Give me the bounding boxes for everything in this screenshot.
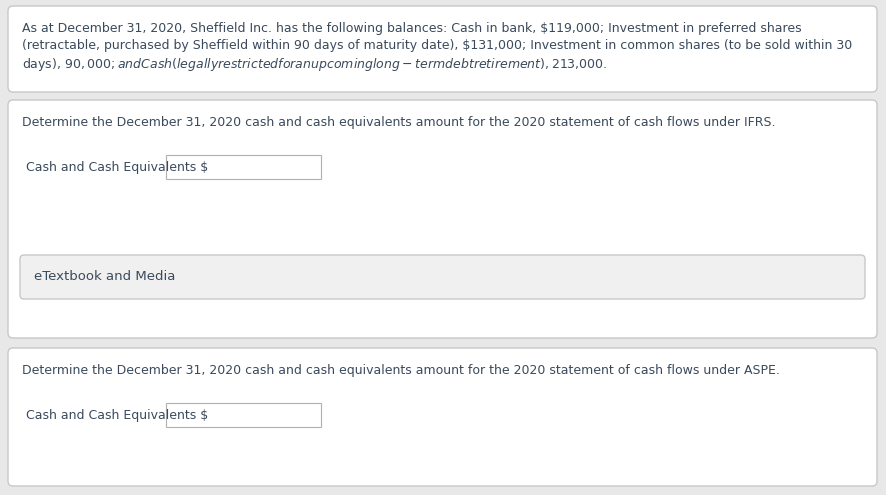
Bar xyxy=(166,403,321,427)
Text: eTextbook and Media: eTextbook and Media xyxy=(34,270,175,284)
Text: days), $90,000; and Cash (legally restricted for an upcoming long-term debt reti: days), $90,000; and Cash (legally restri… xyxy=(22,56,607,73)
Text: Cash and Cash Equivalents $: Cash and Cash Equivalents $ xyxy=(26,409,208,423)
FancyBboxPatch shape xyxy=(8,348,876,486)
Bar xyxy=(166,155,321,179)
Text: Determine the December 31, 2020 cash and cash equivalents amount for the 2020 st: Determine the December 31, 2020 cash and… xyxy=(22,364,779,377)
FancyBboxPatch shape xyxy=(8,6,876,92)
Text: Determine the December 31, 2020 cash and cash equivalents amount for the 2020 st: Determine the December 31, 2020 cash and… xyxy=(22,116,774,129)
FancyBboxPatch shape xyxy=(8,100,876,338)
Text: As at December 31, 2020, Sheffield Inc. has the following balances: Cash in bank: As at December 31, 2020, Sheffield Inc. … xyxy=(22,22,801,35)
FancyBboxPatch shape xyxy=(20,255,864,299)
Text: (retractable, purchased by Sheffield within 90 days of maturity date), $131,000;: (retractable, purchased by Sheffield wit… xyxy=(22,39,851,52)
Text: Cash and Cash Equivalents $: Cash and Cash Equivalents $ xyxy=(26,161,208,175)
